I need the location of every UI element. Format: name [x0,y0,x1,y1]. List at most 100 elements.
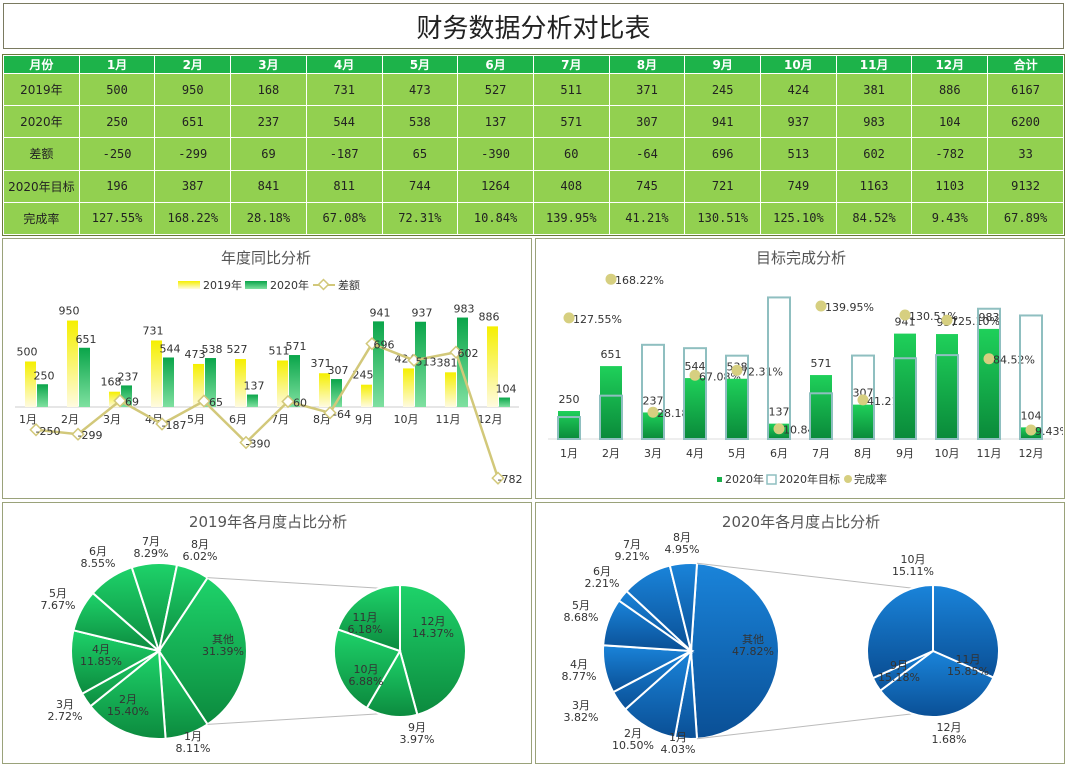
table-cell: 841 [230,169,307,203]
legend-label: 2020年目标 [779,472,840,486]
connector-line [696,562,914,589]
rate-point [815,300,827,312]
table-cell: 749 [760,169,837,203]
pie-slice [668,562,699,652]
slice-pct: 8.11% [176,742,211,755]
data-label-2020: 941 [370,306,391,319]
bar-2020 [415,321,426,407]
slice-pct: 3.82% [564,711,599,724]
rate-point [605,273,617,285]
data-label-2020: 983 [979,311,1000,324]
diff-point [323,406,337,420]
slice-pct: 9.21% [615,550,650,563]
chart-title: 年度同比分析 [221,249,311,267]
row-label: 2020年 [3,105,80,139]
data-label-2019: 886 [479,310,500,323]
data-label-2019: 731 [143,324,164,337]
bar-2019 [445,372,456,407]
data-label-diff: 602 [458,347,479,360]
bar-2020 [457,317,468,407]
slice-label: 9月 [890,659,908,672]
data-label-2020: 237 [643,394,664,407]
bar-2020 [205,358,216,407]
bar-2019 [277,360,288,407]
tick-label: 11月 [977,447,1002,460]
data-label-2020: 307 [853,387,874,400]
table-cell: 473 [381,72,459,107]
legend-label: 2020年 [270,278,309,292]
bar-target [767,296,791,440]
bar-2020 [499,397,510,407]
diff-point [29,423,43,437]
table-cell: 538 [381,105,459,139]
bar-2020 [852,404,874,439]
bar-2019 [25,361,36,407]
table-cell: 137 [457,105,534,139]
rate-point [647,406,659,418]
table-cell: 941 [684,105,762,139]
target-chart-panel: 目标完成分析 250 127.55% 1月 651 168.22% 2月 237 28.18% 3… [535,238,1067,499]
data-label-2020: 250 [34,369,55,382]
data-label-2020: 250 [559,393,580,406]
bar-target [599,394,623,441]
table-cell: 307 [608,105,686,139]
bar-target [851,354,875,440]
table-cell: 602 [835,137,913,171]
slice-pct: 2.21% [585,577,620,590]
bar-2020 [936,334,958,439]
data-label-2020: 544 [160,342,181,355]
header-col: 6月 [457,55,534,74]
table-cell: -782 [911,137,989,171]
slice-label: 12月 [421,615,446,628]
bar-2020 [373,321,384,407]
table-cell: 1103 [911,169,989,203]
target-chart: 目标完成分析250127.55%1月651168.22%2月23728.18%3… [548,249,1067,486]
table-cell: 9132 [987,169,1064,203]
chart-title: 2019年各月度占比分析 [189,513,347,531]
table-cell: -64 [608,137,686,171]
bar-target [725,354,749,440]
table-cell: 168 [230,72,307,107]
slice-label: 3月 [572,699,590,712]
bar-2019 [67,320,78,407]
slice-label: 12月 [937,721,962,734]
legend-swatch-rate [844,475,852,483]
slice-label: 11月 [353,611,378,624]
slice-label: 5月 [49,587,67,600]
tick-label: 7月 [271,413,289,426]
bar-2020 [726,378,748,439]
data-label-2020: 237 [118,370,139,383]
table-cell: 139.95% [532,201,610,236]
table-cell: 168.22% [154,201,232,236]
data-label-2019: 511 [269,344,290,357]
connector-line [207,713,381,725]
table-cell: -187 [305,137,383,171]
bar-2019 [487,326,498,407]
table-cell: -299 [154,137,232,171]
table-cell: 245 [684,72,762,107]
slice-pct: 7.67% [41,599,76,612]
data-label-2020: 651 [76,333,97,346]
slice-pct: 14.37% [412,627,454,640]
bar-2019 [361,384,372,407]
table-row: 差额 -250 -299 69 -187 65 -390 60 -64 696 513 602 -782… [3,137,1064,171]
bar-target [935,354,959,440]
bar-2019 [403,368,414,407]
data-label-2020: 104 [1021,409,1042,422]
rate-point [689,369,701,381]
data-label-2020: 544 [685,360,706,373]
pie-slice-secondary [878,649,995,718]
slice-label: 4月 [570,658,588,671]
slice-pct: 3.97% [400,733,435,746]
data-label-diff: -64 [333,408,351,421]
table-cell: 527 [457,72,534,107]
data-label-2019: 245 [353,369,374,382]
bar-2020 [331,379,342,407]
chart-title: 目标完成分析 [756,249,846,267]
bar-2020 [558,411,580,439]
data-label-rate: 9.43% [1035,425,1063,438]
data-label-diff: -299 [78,429,103,442]
pie-slice-secondary [866,583,934,680]
